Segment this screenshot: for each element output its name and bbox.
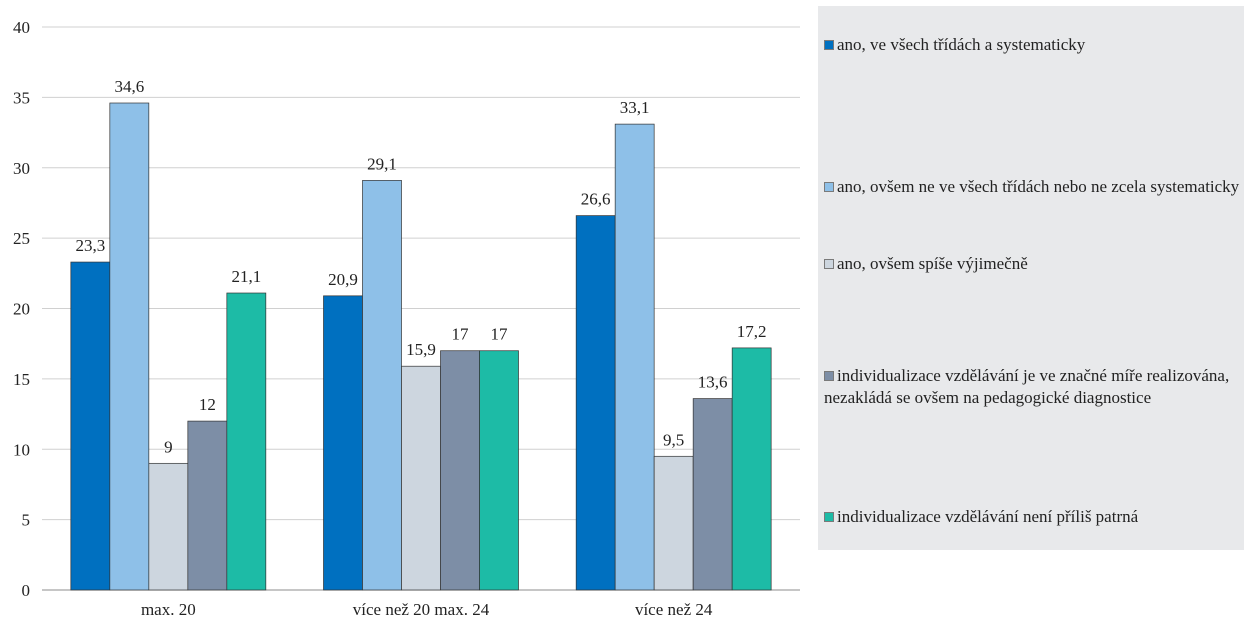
- legend-swatch: [824, 512, 834, 522]
- bar: [70, 261, 111, 591]
- y-tick-label: 15: [13, 370, 30, 389]
- bar: [148, 462, 189, 591]
- bar: [653, 455, 694, 591]
- legend-label: individualizace vzdělávání je ve značné …: [824, 366, 1230, 407]
- x-category-label: více než 20 max. 24: [353, 600, 490, 619]
- legend-swatch: [824, 182, 834, 192]
- data-label: 15,9: [406, 340, 436, 359]
- legend: ano, ve všech třídách a systematicky ano,…: [818, 6, 1244, 550]
- data-label: 23,3: [75, 236, 105, 255]
- y-tick-label: 0: [22, 581, 31, 600]
- y-tick-label: 5: [22, 511, 31, 530]
- y-tick-label: 10: [13, 440, 30, 459]
- y-axis: 0 5 10 15 20 25 30 35 40: [13, 18, 30, 600]
- data-label: 17,2: [737, 322, 767, 341]
- legend-item: ano, ovšem spíše výjimečně: [824, 253, 1242, 275]
- data-labels: 23,3 34,6 9 12 21,1 20,9 29,1 15,9 17 17 26,6 33,1 9…: [75, 77, 766, 456]
- bars: [70, 102, 772, 591]
- bar: [323, 295, 363, 591]
- bar: [575, 215, 616, 591]
- legend-label: ano, ovšem spíše výjimečně: [837, 254, 1028, 273]
- bar: [401, 365, 441, 591]
- data-label: 17: [491, 325, 509, 344]
- bar: [479, 350, 519, 591]
- data-label: 13,6: [698, 373, 728, 392]
- y-tick-label: 25: [13, 229, 30, 248]
- bar: [187, 420, 228, 591]
- bar: [614, 123, 655, 591]
- data-label: 33,1: [620, 98, 650, 117]
- legend-item: individualizace vzdělávání je ve značné …: [824, 365, 1242, 409]
- data-label: 29,1: [367, 154, 397, 173]
- x-category-label: max. 20: [141, 600, 196, 619]
- legend-swatch: [824, 40, 834, 50]
- bar: [692, 398, 733, 591]
- data-label: 34,6: [114, 77, 144, 96]
- y-tick-label: 20: [13, 300, 30, 319]
- legend-swatch: [824, 371, 834, 381]
- bar: [109, 102, 150, 591]
- data-label: 26,6: [581, 190, 611, 209]
- legend-item: ano, ve všech třídách a systematicky: [824, 34, 1242, 56]
- y-tick-label: 35: [13, 88, 30, 107]
- data-label: 9,5: [663, 430, 684, 449]
- legend-item: ano, ovšem ne ve všech třídách nebo ne z…: [824, 176, 1242, 198]
- bar: [362, 180, 402, 591]
- legend-item: individualizace vzdělávání není příliš p…: [824, 506, 1242, 528]
- y-tick-label: 40: [13, 18, 30, 37]
- data-label: 20,9: [328, 270, 358, 289]
- data-label: 9: [164, 437, 173, 456]
- legend-label: ano, ovšem ne ve všech třídách nebo ne z…: [837, 177, 1240, 196]
- data-label: 17: [452, 325, 470, 344]
- bar: [731, 347, 772, 591]
- data-label: 12: [199, 395, 216, 414]
- bar: [226, 292, 267, 591]
- y-tick-label: 30: [13, 159, 30, 178]
- legend-swatch: [824, 259, 834, 269]
- legend-label: individualizace vzdělávání není příliš p…: [837, 507, 1139, 526]
- legend-label: ano, ve všech třídách a systematicky: [837, 35, 1086, 54]
- data-label: 21,1: [231, 267, 261, 286]
- x-category-label: více než 24: [635, 600, 713, 619]
- x-axis: max. 20 více než 20 max. 24 více než 24: [141, 600, 713, 619]
- bar: [440, 350, 480, 591]
